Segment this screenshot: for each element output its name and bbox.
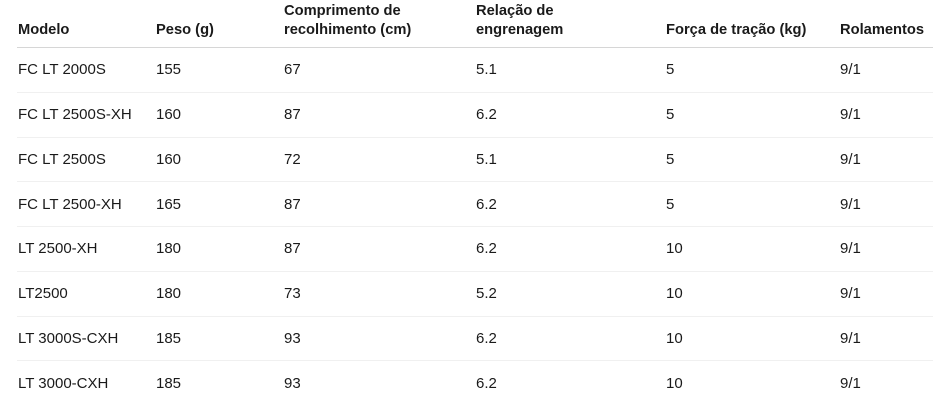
cell-rolamentos: 9/1 — [839, 272, 933, 317]
cell-modelo: LT 2500-XH — [17, 227, 155, 272]
cell-comprimento: 67 — [283, 48, 475, 93]
cell-modelo: LT 3000-CXH — [18, 375, 109, 393]
header-row: Modelo Peso (g) Comprimento de recolhime… — [17, 0, 933, 48]
table-row: FC LT 2500S 160 72 5.1 5 9/1 — [17, 138, 933, 183]
cell-comprimento: 87 — [283, 93, 475, 138]
cell-modelo: LT2500 — [17, 272, 155, 317]
cell-rolamentos: 9/1 — [839, 138, 933, 183]
cell-peso: 160 — [155, 93, 283, 138]
cell-peso: 155 — [155, 48, 283, 93]
table-row: LT 3000S-CXH 185 93 6.2 10 9/1 — [17, 317, 933, 362]
column-header-modelo: Modelo — [17, 0, 155, 48]
cell-peso: 180 — [155, 272, 283, 317]
cell-forca: 10 — [665, 272, 839, 317]
cell-relacao: 6.2 — [476, 375, 497, 393]
cell-rolamentos: 9/1 — [840, 375, 861, 393]
cell-modelo: FC LT 2500-XH — [17, 182, 155, 227]
cell-comprimento: 72 — [283, 138, 475, 183]
table-row: LT 3000-CXH 185 93 6.2 10 9/1 — [17, 361, 933, 406]
column-header-rolamentos: Rolamentos — [839, 0, 933, 48]
reel-specs-table: Modelo Peso (g) Comprimento de recolhime… — [17, 0, 933, 406]
cell-relacao: 6.2 — [475, 317, 665, 362]
column-header-relacao: Relação de engrenagem — [475, 0, 665, 48]
cell-modelo: FC LT 2500S-XH — [17, 93, 155, 138]
cell-comprimento: 93 — [283, 317, 475, 362]
cell-relacao: 5.1 — [475, 138, 665, 183]
table-row: FC LT 2500-XH 165 87 6.2 5 9/1 — [17, 182, 933, 227]
cell-rolamentos: 9/1 — [839, 48, 933, 93]
cell-peso: 165 — [155, 182, 283, 227]
cell-forca: 10 — [665, 227, 839, 272]
cell-relacao: 5.2 — [475, 272, 665, 317]
column-header-forca: Força de tração (kg) — [665, 0, 839, 48]
table-row: LT2500 180 73 5.2 10 9/1 — [17, 272, 933, 317]
cell-forca: 5 — [665, 182, 839, 227]
cell-relacao: 5.1 — [475, 48, 665, 93]
cell-peso: 180 — [155, 227, 283, 272]
table-row: LT 2500-XH 180 87 6.2 10 9/1 — [17, 227, 933, 272]
cell-peso: 160 — [155, 138, 283, 183]
cell-rolamentos: 9/1 — [839, 317, 933, 362]
table-body: FC LT 2000S 155 67 5.1 5 9/1 FC LT 2500S-XH 160… — [17, 48, 933, 406]
cell-forca: 5 — [665, 138, 839, 183]
cell-comprimento: 87 — [283, 182, 475, 227]
column-header-comprimento: Comprimento de recolhimento (cm) — [283, 0, 475, 48]
cell-relacao: 6.2 — [475, 182, 665, 227]
reel-specs-table-container: Modelo Peso (g) Comprimento de recolhime… — [17, 0, 933, 406]
cell-comprimento: 73 — [283, 272, 475, 317]
cell-comprimento: 87 — [283, 227, 475, 272]
column-header-peso: Peso (g) — [155, 0, 283, 48]
table-row: FC LT 2000S 155 67 5.1 5 9/1 — [17, 48, 933, 93]
table-row: FC LT 2500S-XH 160 87 6.2 5 9/1 — [17, 93, 933, 138]
cell-modelo: FC LT 2500S — [17, 138, 155, 183]
cell-relacao: 6.2 — [475, 93, 665, 138]
cell-forca: 10 — [665, 317, 839, 362]
cell-relacao: 6.2 — [475, 227, 665, 272]
cell-comprimento: 93 — [284, 375, 301, 393]
cell-peso: 185 — [155, 317, 283, 362]
cell-modelo: FC LT 2000S — [17, 48, 155, 93]
cell-modelo: LT 3000S-CXH — [17, 317, 155, 362]
cell-forca: 5 — [665, 48, 839, 93]
cell-forca: 5 — [665, 93, 839, 138]
cell-rolamentos: 9/1 — [839, 227, 933, 272]
cell-rolamentos: 9/1 — [839, 93, 933, 138]
cell-peso: 185 — [156, 375, 182, 393]
cell-rolamentos: 9/1 — [839, 182, 933, 227]
cell-forca: 10 — [666, 375, 683, 393]
